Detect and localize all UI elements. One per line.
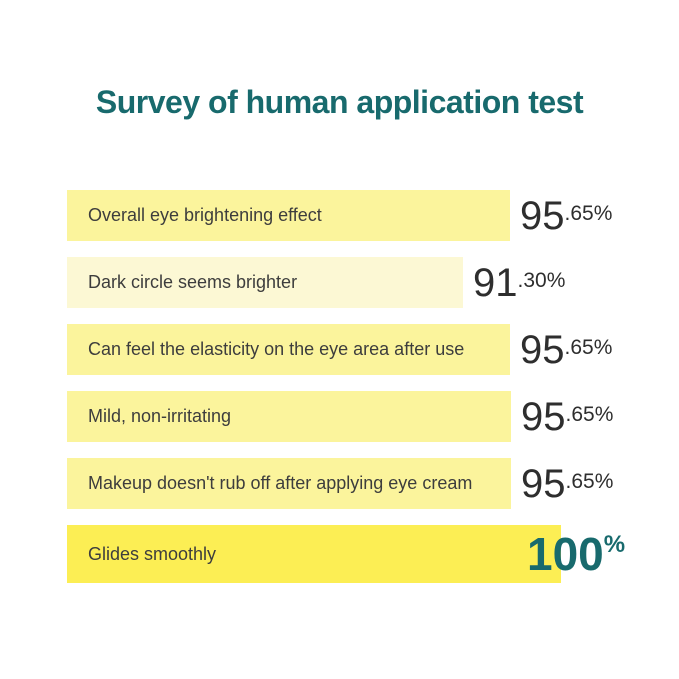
bar-label: Mild, non-irritating	[88, 406, 232, 426]
bar-value: 95.65%	[521, 397, 613, 437]
bar-label: Dark circle seems brighter	[88, 272, 298, 292]
bar-elasticity-eye-area: Can feel the elasticity on the eye area …	[67, 324, 510, 375]
page-title: Survey of human application test	[95, 84, 584, 120]
value-fraction: %	[603, 531, 626, 558]
bar-value-highlight: 100%	[527, 531, 625, 577]
survey-row-highlight: Glides smoothly 100%	[67, 525, 679, 583]
bar-mild-non-irritating: Mild, non-irritating	[67, 391, 511, 442]
value-integer: 91	[473, 260, 518, 305]
survey-row: Overall eye brightening effect 95.65%	[67, 190, 679, 241]
bar-makeup-no-rub-off: Makeup doesn't rub off after applying ey…	[67, 458, 511, 509]
value-fraction: .30%	[517, 268, 566, 292]
survey-row: Mild, non-irritating 95.65%	[67, 391, 679, 442]
value-integer: 95	[521, 394, 566, 439]
bar-value: 95.65%	[520, 196, 612, 236]
value-integer: 95	[521, 461, 566, 506]
value-integer: 100	[527, 528, 604, 580]
bar-value: 95.65%	[521, 464, 613, 504]
bar-label: Makeup doesn't rub off after applying ey…	[88, 473, 473, 493]
value-integer: 95	[520, 193, 565, 238]
bar-overall-eye-brightening: Overall eye brightening effect	[67, 190, 510, 241]
survey-row: Makeup doesn't rub off after applying ey…	[67, 458, 679, 509]
value-fraction: .65%	[564, 201, 613, 225]
bar-chart: Overall eye brightening effect 95.65% Da…	[67, 190, 679, 599]
bar-label: Can feel the elasticity on the eye area …	[88, 339, 465, 359]
value-integer: 95	[520, 327, 565, 372]
bar-value: 95.65%	[520, 330, 612, 370]
value-fraction: .65%	[565, 469, 614, 493]
bar-value: 91.30%	[473, 263, 565, 303]
survey-row: Can feel the elasticity on the eye area …	[67, 324, 679, 375]
value-fraction: .65%	[565, 402, 614, 426]
value-fraction: .65%	[564, 335, 613, 359]
bar-label: Glides smoothly	[88, 543, 217, 564]
bar-glides-smoothly: Glides smoothly	[67, 525, 561, 583]
survey-row: Dark circle seems brighter 91.30%	[67, 257, 679, 308]
bar-label: Overall eye brightening effect	[88, 205, 322, 225]
bar-dark-circle-brighter: Dark circle seems brighter	[67, 257, 463, 308]
